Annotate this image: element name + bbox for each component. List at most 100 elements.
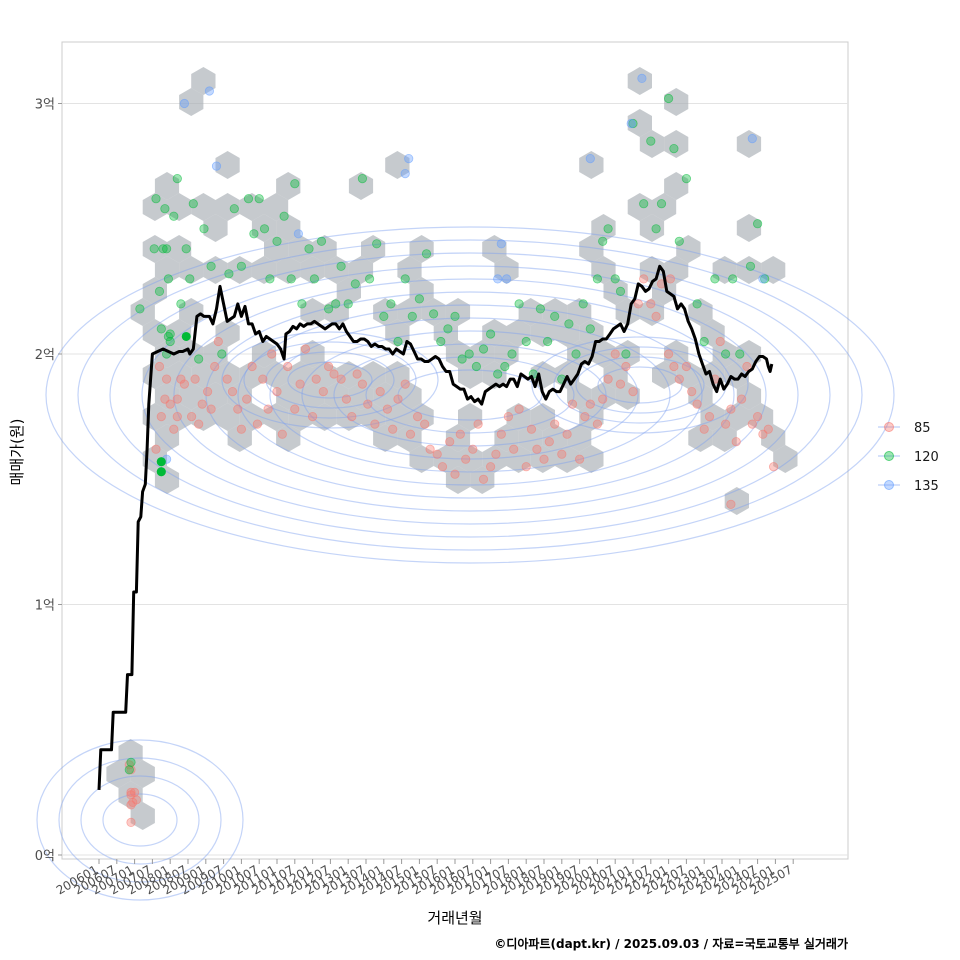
data-point-120 bbox=[669, 144, 679, 154]
data-point-85 bbox=[227, 386, 238, 397]
data-point-120 bbox=[350, 279, 360, 289]
caption: ©디아파트(dapt.kr) / 2025.09.03 / 자료=국토교통부 실… bbox=[494, 936, 848, 951]
contour-line bbox=[365, 356, 575, 434]
data-point-120 bbox=[436, 336, 446, 347]
data-point-120 bbox=[457, 354, 467, 364]
data-point-85 bbox=[532, 444, 542, 454]
data-point-120 bbox=[309, 274, 319, 284]
hexbin-cell bbox=[530, 403, 555, 431]
hexbin-cell bbox=[336, 403, 361, 431]
data-point-85 bbox=[747, 419, 757, 429]
data-point-120 bbox=[752, 219, 763, 229]
hexbin-cell bbox=[106, 760, 131, 788]
data-point-85 bbox=[598, 394, 608, 404]
hexbin-cell bbox=[409, 235, 434, 263]
hexbin-cell bbox=[348, 172, 374, 200]
hexbin-cell bbox=[130, 760, 155, 788]
data-point-85 bbox=[154, 361, 165, 372]
trend-line bbox=[97, 264, 774, 790]
hexbin-cell bbox=[591, 382, 616, 410]
hexbin-cell bbox=[506, 319, 531, 347]
x-axis: 2006012006072007012007072008012008072009… bbox=[54, 859, 795, 898]
data-point-135 bbox=[404, 154, 414, 164]
data-point-120 bbox=[336, 261, 346, 271]
data-point-85 bbox=[233, 404, 243, 414]
data-point-120 bbox=[224, 269, 234, 279]
data-point-120 bbox=[149, 244, 159, 254]
data-point-120 bbox=[185, 274, 195, 284]
data-point-120 bbox=[331, 299, 341, 309]
data-point-85 bbox=[437, 462, 448, 472]
legend-key-135 bbox=[884, 480, 894, 490]
hexbin-cell bbox=[482, 445, 507, 473]
data-point-85 bbox=[539, 454, 549, 464]
data-point-120 bbox=[386, 299, 396, 309]
hexbin-cell bbox=[761, 256, 786, 284]
data-point-85 bbox=[478, 474, 489, 484]
hexbin-cell bbox=[373, 298, 398, 326]
data-point-85 bbox=[726, 404, 736, 414]
data-point-120 bbox=[163, 331, 173, 342]
hexbin-cell bbox=[591, 340, 616, 368]
data-point-120 bbox=[297, 299, 307, 309]
hexbin-cell bbox=[324, 382, 349, 410]
contour-line bbox=[77, 239, 863, 551]
hexbin-cell bbox=[288, 403, 313, 431]
hexbin-cell bbox=[348, 382, 374, 410]
hexbin-cell bbox=[300, 340, 325, 368]
hexbin-cell bbox=[482, 235, 507, 263]
hexbin-cell bbox=[664, 256, 689, 284]
hexbin-cell bbox=[264, 235, 289, 263]
hexbin-cell bbox=[191, 67, 216, 95]
hexbin-cell bbox=[203, 256, 228, 284]
data-point-120 bbox=[323, 304, 334, 314]
hexbin-cell bbox=[506, 445, 531, 473]
hexbin-cell bbox=[276, 424, 301, 452]
data-point-85 bbox=[277, 429, 287, 439]
data-point-135 bbox=[585, 154, 595, 164]
data-point-85 bbox=[176, 374, 186, 384]
data-point-85 bbox=[295, 379, 305, 389]
hexbin-cell bbox=[324, 256, 349, 284]
contour-line bbox=[141, 265, 799, 525]
hexbin-cell bbox=[482, 361, 507, 389]
data-point-120 bbox=[615, 286, 626, 296]
data-point-120 bbox=[428, 309, 439, 319]
hexbin-cell bbox=[627, 109, 652, 137]
data-point-120 bbox=[243, 194, 254, 204]
data-point-120 bbox=[160, 204, 170, 214]
data-point-120 bbox=[478, 344, 489, 354]
data-point-85 bbox=[503, 411, 513, 422]
data-point-85 bbox=[485, 462, 496, 472]
data-point-120 bbox=[217, 349, 227, 359]
contour-line bbox=[80, 775, 200, 865]
data-point-120 bbox=[151, 194, 161, 204]
hexbin-cell bbox=[506, 403, 531, 431]
hexbin-cell bbox=[652, 277, 677, 305]
data-point-120 bbox=[464, 349, 474, 359]
data-point-120 bbox=[357, 174, 367, 184]
hexbin-cell bbox=[300, 382, 325, 410]
data-point-85 bbox=[169, 424, 179, 434]
hexbin-cell bbox=[336, 361, 361, 389]
data-point-120 bbox=[507, 349, 517, 359]
hexbin-cell bbox=[458, 403, 483, 431]
hexbin-cell bbox=[555, 319, 580, 347]
data-point-85 bbox=[300, 344, 311, 354]
hexbin-cell bbox=[142, 361, 167, 389]
hexbin-cell bbox=[361, 235, 386, 263]
legend-key-120 bbox=[884, 451, 894, 461]
data-point-85 bbox=[341, 394, 351, 404]
data-point-85 bbox=[222, 374, 232, 384]
data-point-85 bbox=[213, 336, 223, 347]
data-point-85 bbox=[496, 429, 506, 439]
hexbin-cell bbox=[700, 403, 725, 431]
hexbin-cell bbox=[312, 235, 337, 263]
hexbin-cell bbox=[494, 256, 519, 284]
contour-line bbox=[102, 793, 178, 847]
hexbin-cell bbox=[215, 193, 240, 221]
hexbin-cell bbox=[167, 193, 192, 221]
data-point-120 bbox=[745, 261, 756, 271]
hexbin-cell bbox=[567, 298, 592, 326]
data-point-85 bbox=[203, 386, 213, 397]
